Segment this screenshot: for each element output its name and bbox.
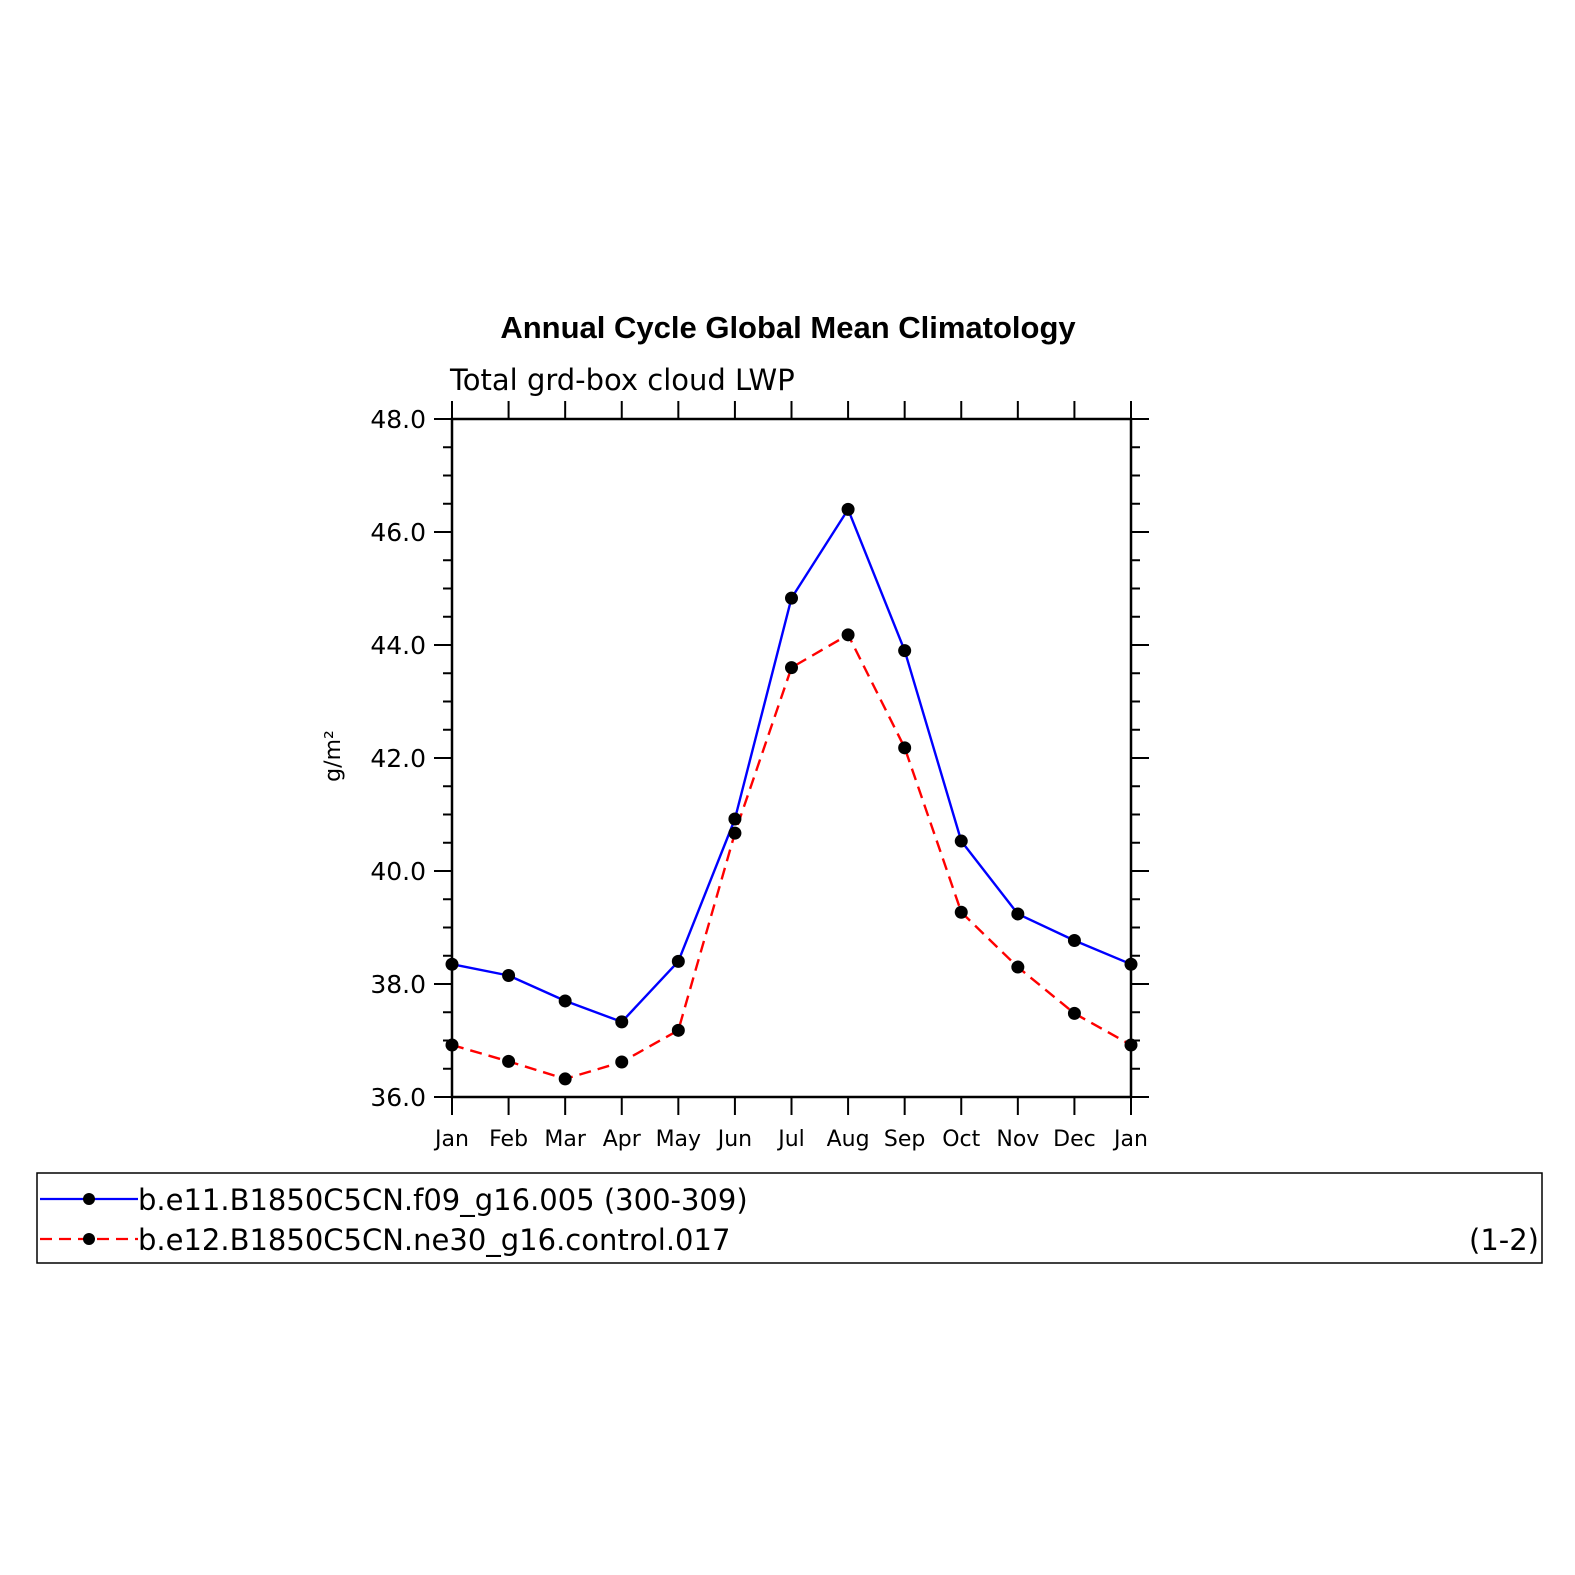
series-2-point — [954, 905, 968, 919]
series-1-point — [841, 502, 855, 516]
series-2-point — [558, 1072, 572, 1086]
x-tick-label: May — [656, 1127, 701, 1152]
series-line-2 — [451, 633, 1132, 1081]
legend-marker-1 — [83, 1193, 95, 1205]
y-tick-label: 48.0 — [370, 405, 426, 434]
series-2-point — [1067, 1006, 1081, 1020]
series-2-point — [1124, 1038, 1138, 1052]
legend-label-1: b.e11.B1850C5CN.f09_g16.005 (300-309) — [138, 1183, 748, 1217]
series-2-point — [898, 741, 912, 755]
series-2-point — [502, 1054, 516, 1068]
x-tick-label: Dec — [1053, 1127, 1096, 1152]
series-1-point — [615, 1015, 629, 1029]
y-tick-label: 36.0 — [370, 1083, 426, 1112]
series-1-point — [1011, 907, 1025, 921]
x-tick-label: Jan — [433, 1127, 469, 1152]
chart-title: Annual Cycle Global Mean Climatology — [500, 310, 1076, 345]
series-1-point — [954, 834, 968, 848]
y-tick-label: 40.0 — [370, 857, 426, 886]
series-2-point — [785, 661, 798, 675]
x-tick-label: Oct — [942, 1127, 980, 1152]
series-1-point — [1067, 933, 1081, 947]
y-tick-label: 44.0 — [370, 631, 426, 660]
x-tick-label: Sep — [884, 1127, 925, 1152]
series-1-point — [671, 954, 685, 968]
legend: b.e11.B1850C5CN.f09_g16.005 (300-309) b.… — [36, 1172, 1543, 1264]
plot-axes: 36.0 38.0 40.0 42.0 44.0 46.0 48.0 Jan Feb Mar Apr… — [370, 401, 1149, 1152]
series-1-point — [445, 957, 459, 971]
series-layer — [445, 502, 1138, 1086]
y-axis-label: g/m² — [321, 730, 346, 782]
x-tick-label: Jun — [716, 1127, 752, 1152]
x-tick-label: Jul — [776, 1127, 805, 1152]
legend-annotation: (1-2) — [1469, 1223, 1539, 1257]
series-2-point — [615, 1055, 629, 1069]
series-2-point — [1011, 960, 1025, 974]
series-2-point — [728, 826, 742, 840]
x-tick-label: Aug — [827, 1127, 870, 1152]
legend-box — [36, 1172, 1543, 1264]
chart-subtitle: Total grd-box cloud LWP — [449, 363, 795, 397]
series-1-point — [728, 812, 742, 826]
x-tick-label: Nov — [996, 1127, 1039, 1152]
x-tick-label: Mar — [544, 1127, 586, 1152]
series-1-point — [785, 591, 798, 605]
x-tick-label: Jan — [1112, 1127, 1148, 1152]
y-tick-label: 38.0 — [370, 970, 426, 999]
series-1-point — [558, 994, 572, 1008]
series-1-point — [502, 969, 516, 983]
series-line-1 — [451, 508, 1132, 1024]
x-tick-label: Feb — [489, 1127, 528, 1152]
y-tick-label: 46.0 — [370, 518, 426, 547]
series-1-point — [1124, 957, 1138, 971]
series-2-point — [671, 1023, 685, 1037]
series-1-point — [898, 644, 912, 658]
legend-label-2: b.e12.B1850C5CN.ne30_g16.control.017 — [138, 1223, 730, 1257]
series-2-point — [841, 628, 855, 642]
legend-marker-2 — [83, 1233, 95, 1245]
y-tick-label: 42.0 — [370, 744, 426, 773]
x-tick-label: Apr — [603, 1127, 642, 1152]
series-2-point — [445, 1038, 459, 1052]
